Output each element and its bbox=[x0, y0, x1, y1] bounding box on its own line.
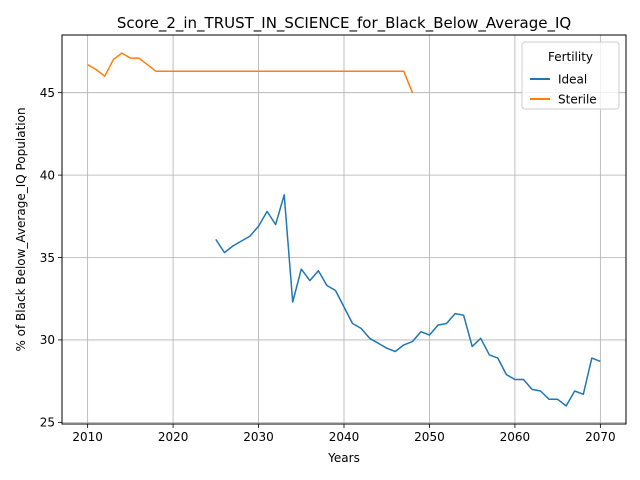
grid-lines bbox=[62, 35, 626, 424]
y-tick-label: 25 bbox=[40, 416, 55, 430]
legend-label-sterile: Sterile bbox=[558, 93, 597, 107]
y-tick-label: 30 bbox=[40, 333, 55, 347]
chart-title: Score_2_in_TRUST_IN_SCIENCE_for_Black_Be… bbox=[117, 14, 571, 33]
legend-label-ideal: Ideal bbox=[558, 73, 587, 87]
series-line-sterile bbox=[87, 52, 414, 93]
series-line-ideal bbox=[215, 194, 601, 407]
y-tick-label: 35 bbox=[40, 251, 55, 265]
x-tick-label: 2070 bbox=[585, 430, 616, 444]
series-layer bbox=[87, 52, 601, 407]
y-axis-ticks: 25 30 35 40 45 bbox=[40, 86, 62, 430]
x-axis-ticks: 2010 2020 2030 2040 2050 2060 2070 bbox=[72, 424, 616, 444]
legend-box bbox=[521, 41, 620, 110]
legend-title: Fertility bbox=[548, 50, 593, 64]
x-tick-label: 2050 bbox=[414, 430, 445, 444]
y-tick-label: 45 bbox=[40, 86, 55, 100]
x-tick-label: 2060 bbox=[500, 430, 531, 444]
x-tick-label: 2020 bbox=[158, 430, 189, 444]
x-tick-label: 2030 bbox=[243, 430, 274, 444]
legend: Fertility Ideal Sterile bbox=[521, 41, 620, 110]
x-tick-label: 2040 bbox=[329, 430, 360, 444]
x-tick-label: 2010 bbox=[72, 430, 103, 444]
y-axis-label: % of Black Below_Average_IQ Population bbox=[14, 107, 28, 351]
y-tick-label: 40 bbox=[40, 168, 55, 182]
x-axis-label: Years bbox=[327, 451, 360, 465]
